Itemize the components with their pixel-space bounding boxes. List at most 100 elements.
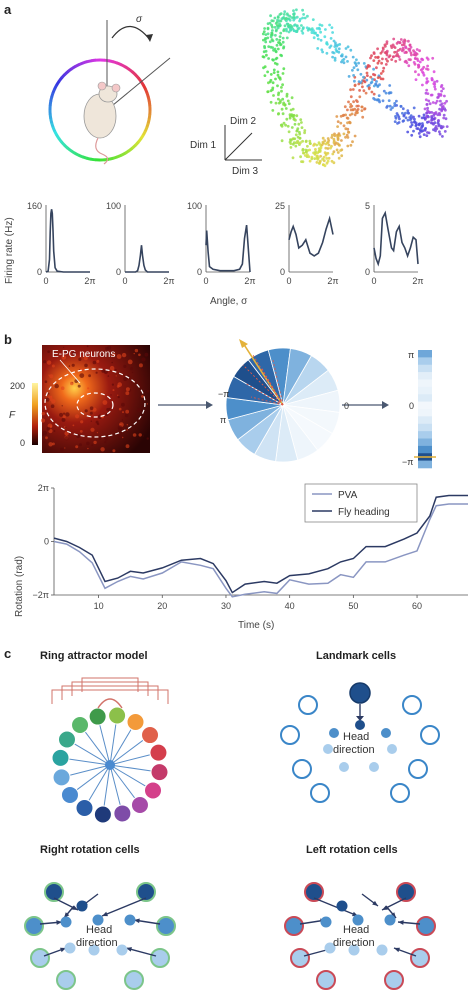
arrowhead <box>60 947 66 953</box>
hd-label-landmark-1: Head <box>343 731 369 743</box>
tuning-curve-3 <box>205 224 251 273</box>
outer-cell <box>384 970 404 990</box>
left-rotation-title: Left rotation cells <box>306 844 398 856</box>
wheel-red-vector <box>244 382 284 406</box>
head-direction-cell <box>369 762 379 772</box>
tuning-ytick-max: 100 <box>106 201 121 211</box>
outer-cell <box>304 882 324 902</box>
activity-cell <box>418 364 432 373</box>
hd-label-right-2: direction <box>76 937 118 949</box>
ring-neuron <box>151 764 168 781</box>
excitatory-connection <box>61 685 159 700</box>
left-rotation-diagram <box>284 882 436 990</box>
head-direction-cell <box>60 916 72 928</box>
outer-cell <box>136 882 156 902</box>
flow-arrow-icon <box>158 401 389 409</box>
tuning-ytick-zero: 0 <box>116 267 121 277</box>
landmark-cell <box>349 682 371 704</box>
tuning-ytick-zero: 0 <box>37 267 42 277</box>
arrowhead <box>394 947 400 953</box>
ring-neuron <box>142 727 159 744</box>
epg-heatmap-image: E-PG neurons <box>40 345 150 453</box>
ring-neuron <box>76 800 93 817</box>
inhibitory-connection <box>76 764 111 790</box>
ring-neuron <box>58 731 75 748</box>
landmark-outer-cell <box>402 695 422 715</box>
arrowhead <box>72 905 78 910</box>
outer-cell <box>150 948 170 968</box>
excitatory-connection <box>81 677 139 692</box>
activity-cell <box>418 386 432 395</box>
angle-xlabel: Angle, σ <box>210 296 248 307</box>
panel-c-label: c <box>4 646 11 661</box>
landmark-title: Landmark cells <box>316 650 396 662</box>
arrowhead <box>126 947 132 952</box>
mouse-ring-illustration: σ <box>48 14 171 165</box>
head-direction-cell <box>336 900 348 912</box>
head-direction-cell <box>387 744 397 754</box>
rotation-xtick-label: 10 <box>94 601 104 611</box>
right-rotation-diagram <box>24 882 176 990</box>
landmark-outer-cell <box>292 759 312 779</box>
dim3-label: Dim 3 <box>232 166 259 177</box>
arrowhead <box>56 920 62 925</box>
rotation-xtick-label: 30 <box>221 601 231 611</box>
head-direction-cell <box>323 744 333 754</box>
tuning-ytick-max: 5 <box>365 201 370 211</box>
head-direction-cell <box>92 914 104 926</box>
inhibitory-connection <box>99 725 111 766</box>
activity-cell <box>418 394 432 402</box>
activity-cell <box>418 401 432 410</box>
tuning-ytick-max: 100 <box>187 201 202 211</box>
tuning-ytick-zero: 0 <box>280 267 285 277</box>
rotation-xtick-label: 60 <box>412 601 422 611</box>
f-tick-0: 0 <box>20 438 25 448</box>
bar-tick-neg-pi: −π <box>402 457 413 467</box>
excitatory-connection <box>71 681 149 696</box>
rotation-xtick-label: 40 <box>285 601 295 611</box>
hd-label-left-2: direction <box>333 937 375 949</box>
outer-cell <box>156 916 176 936</box>
outer-cell <box>44 882 64 902</box>
tuning-xtick-zero: 0 <box>122 276 127 286</box>
inhibitory-connection <box>109 764 151 772</box>
tuning-xtick-zero: 0 <box>286 276 291 286</box>
rotation-xtick-label: 20 <box>157 601 167 611</box>
ring-neuron <box>89 708 106 725</box>
activity-cell <box>418 460 432 469</box>
tuning-xtick-zero: 0 <box>43 276 48 286</box>
tuning-xtick-zero: 0 <box>371 276 376 286</box>
wheel-wedge <box>226 375 284 406</box>
mouse-icon <box>83 81 121 165</box>
tuning-xtick-2pi: 2π <box>84 276 95 286</box>
head-direction-cell <box>124 914 136 926</box>
inhibitory-connection <box>109 754 150 766</box>
ring-neuron <box>127 713 144 730</box>
ring-hub <box>105 760 115 770</box>
outer-cell <box>316 970 336 990</box>
wheel-red-vector <box>264 376 284 406</box>
arrowhead <box>390 912 396 918</box>
landmark-outer-cell <box>280 725 300 745</box>
tuning-curve-1 <box>45 209 90 273</box>
activity-cell <box>418 438 432 447</box>
f-tick-200: 200 <box>10 381 25 391</box>
landmark-outer-cell <box>390 783 410 803</box>
rotation-ylabel: Rotation (rad) <box>14 556 25 617</box>
outer-cell <box>56 970 76 990</box>
wheel-label-neg-pi: −π <box>218 389 229 399</box>
hd-label-landmark-2: direction <box>333 744 375 756</box>
head-direction-cell <box>88 944 100 956</box>
head-direction-cell <box>376 944 388 956</box>
tuning-xtick-2pi: 2π <box>412 276 423 286</box>
hd-label-right-1: Head <box>86 924 112 936</box>
right-rotation-title: Right rotation cells <box>40 844 140 856</box>
activity-cell <box>418 423 432 432</box>
outer-cell <box>290 948 310 968</box>
ring-neuron <box>145 782 162 799</box>
head-direction-cell <box>384 914 396 926</box>
outer-cell <box>396 882 416 902</box>
activity-bar <box>414 350 436 469</box>
head-direction-cell <box>329 728 339 738</box>
arrowhead <box>398 920 404 925</box>
